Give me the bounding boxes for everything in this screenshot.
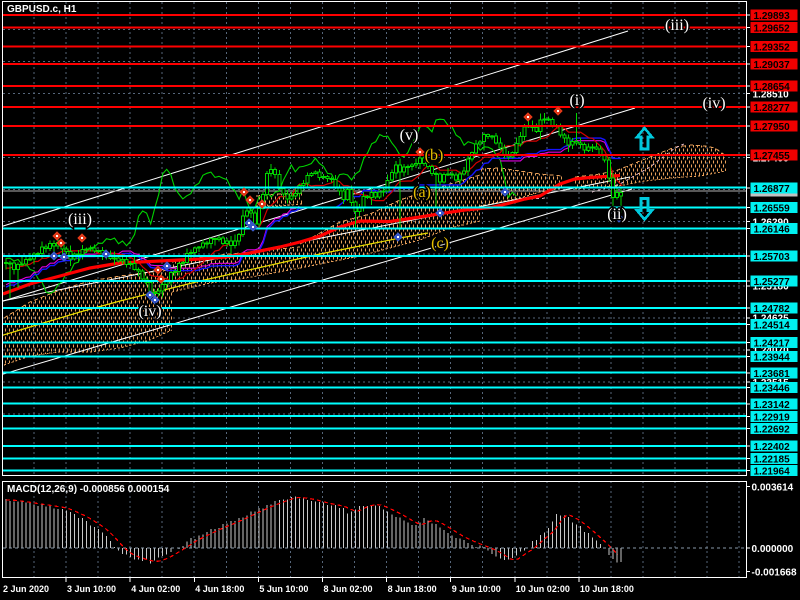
svg-text:9 Jun 10:00: 9 Jun 10:00 [452, 584, 501, 594]
svg-text:1.25277: 1.25277 [754, 277, 791, 288]
svg-text:0.003614: 0.003614 [752, 482, 794, 493]
svg-text:5 Jun 10:00: 5 Jun 10:00 [259, 584, 308, 594]
svg-text:4 Jun 18:00: 4 Jun 18:00 [195, 584, 244, 594]
svg-text:1.28510: 1.28510 [753, 89, 790, 100]
svg-text:-0.001668: -0.001668 [752, 567, 797, 578]
svg-text:(iii): (iii) [68, 211, 92, 228]
svg-text:1.23446: 1.23446 [754, 383, 791, 394]
svg-text:1.24217: 1.24217 [754, 338, 791, 349]
svg-text:1.24782: 1.24782 [754, 304, 791, 315]
svg-text:1.29893: 1.29893 [754, 11, 791, 22]
svg-text:2 Jun 2020: 2 Jun 2020 [3, 584, 49, 594]
svg-text:(b): (b) [425, 147, 444, 164]
svg-text:1.23142: 1.23142 [754, 400, 791, 411]
svg-text:1.28654: 1.28654 [754, 82, 791, 93]
svg-text:(iv): (iv) [702, 95, 725, 112]
svg-text:1.26559: 1.26559 [754, 203, 791, 214]
svg-text:3 Jun 10:00: 3 Jun 10:00 [67, 584, 116, 594]
svg-text:1.22919: 1.22919 [754, 412, 791, 423]
svg-text:1.25180: 1.25180 [753, 282, 790, 293]
svg-text:(c): (c) [431, 235, 449, 252]
svg-text:10 Jun 02:00: 10 Jun 02:00 [516, 584, 570, 594]
svg-text:1.27455: 1.27455 [754, 151, 791, 162]
svg-text:4 Jun 02:00: 4 Jun 02:00 [131, 584, 180, 594]
svg-text:(i): (i) [569, 92, 584, 109]
svg-text:1.23944: 1.23944 [754, 352, 791, 363]
svg-text:1.29037: 1.29037 [754, 60, 791, 71]
svg-text:1.27950: 1.27950 [754, 122, 791, 133]
svg-text:1.26146: 1.26146 [754, 224, 791, 235]
svg-text:8 Jun 18:00: 8 Jun 18:00 [388, 584, 437, 594]
svg-text:1.25703: 1.25703 [754, 252, 791, 263]
svg-text:(a): (a) [413, 184, 431, 201]
svg-text:1.22185: 1.22185 [754, 454, 791, 465]
svg-text:1.23681: 1.23681 [754, 369, 791, 380]
svg-text:8 Jun 02:00: 8 Jun 02:00 [324, 584, 373, 594]
svg-text:MACD(12,26,9) -0.000856 0.0001: MACD(12,26,9) -0.000856 0.000154 [7, 484, 170, 495]
svg-text:1.26877: 1.26877 [754, 184, 791, 195]
svg-text:10 Jun 18:00: 10 Jun 18:00 [580, 584, 634, 594]
svg-text:(iii): (iii) [665, 17, 689, 34]
svg-text:1.28277: 1.28277 [754, 103, 791, 114]
svg-text:GBPUSD.c, H1: GBPUSD.c, H1 [7, 4, 77, 15]
svg-text:1.21964: 1.21964 [754, 466, 791, 477]
svg-text:1.22402: 1.22402 [754, 442, 791, 453]
svg-text:1.29352: 1.29352 [754, 42, 791, 53]
svg-text:(iv): (iv) [138, 303, 161, 320]
svg-text:0.000000: 0.000000 [752, 544, 794, 555]
svg-text:(ii): (ii) [607, 206, 627, 223]
svg-text:1.29652: 1.29652 [754, 23, 791, 34]
svg-text:1.24514: 1.24514 [754, 320, 791, 331]
svg-text:1.22692: 1.22692 [754, 424, 791, 435]
svg-text:(v): (v) [400, 127, 419, 144]
